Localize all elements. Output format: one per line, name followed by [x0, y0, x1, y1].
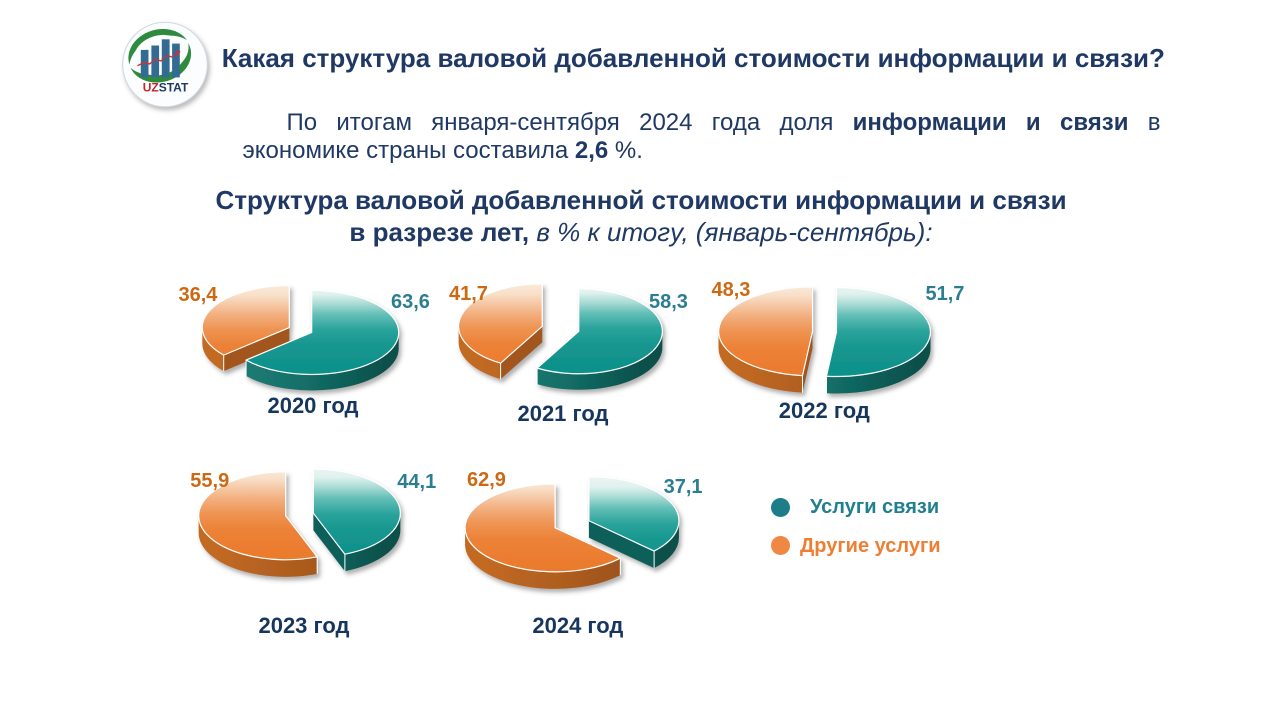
svg-text:UZSTAT: UZSTAT [142, 80, 188, 94]
